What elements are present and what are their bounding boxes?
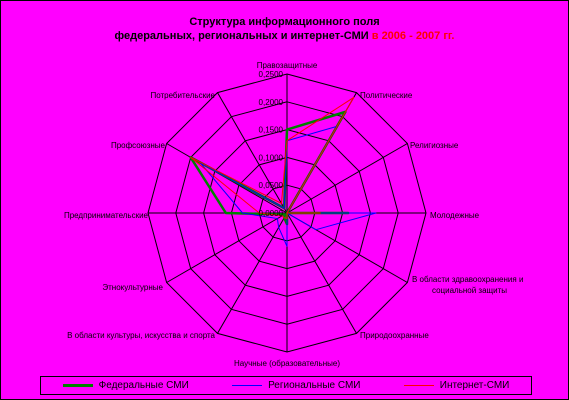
legend-label: Интернет-СМИ xyxy=(439,380,510,391)
tick-label: 0,2500 xyxy=(259,70,284,79)
tick-label: 0,1500 xyxy=(259,126,284,135)
title-line-2: федеральных, региональных и интернет-СМИ… xyxy=(0,29,569,43)
legend-swatch xyxy=(403,385,434,386)
legend-item-2: Региональные СМИ xyxy=(232,380,360,391)
category-label: Природоохранные xyxy=(360,331,429,340)
tick-label: 0,0000 xyxy=(259,209,284,218)
axis-spoke xyxy=(166,212,288,283)
legend-swatch xyxy=(62,384,93,387)
category-label: В области здравоохранения и социальной за… xyxy=(412,275,523,295)
category-label: Потребительские xyxy=(150,91,215,100)
tick-label: 0,1000 xyxy=(259,153,284,162)
category-label: Политические xyxy=(360,91,413,100)
category-label: Предпринимательские xyxy=(64,211,149,220)
category-label: В области культуры, искусства и спорта xyxy=(67,331,215,340)
tick-label: 0,0500 xyxy=(259,181,284,190)
title-line-1: Структура информационного поля xyxy=(189,16,380,28)
category-label: Молодежные xyxy=(430,211,480,220)
legend-item-1: Федеральные СМИ xyxy=(62,380,189,391)
axis-spoke xyxy=(217,92,288,214)
chart-title: Структура информационного поля федеральн… xyxy=(0,15,569,43)
legend-label: Федеральные СМИ xyxy=(98,380,189,391)
legend-item-3: Интернет-СМИ xyxy=(403,380,510,391)
axis-spoke xyxy=(286,143,408,214)
legend: Федеральные СМИ Региональные СМИ Интернет-… xyxy=(40,376,532,395)
series-line-3 xyxy=(190,96,355,220)
category-label: Научные (образовательные) xyxy=(234,359,340,368)
title-line-2-highlight: в 2006 - 2007 гг. xyxy=(371,30,455,42)
axis-spoke xyxy=(286,212,357,334)
category-label: Религиозные xyxy=(410,141,459,150)
legend-swatch xyxy=(232,385,263,386)
title-line-2-main: федеральных, региональных и интернет-СМИ xyxy=(114,30,369,42)
axis-spoke xyxy=(217,212,288,334)
legend-label: Региональные СМИ xyxy=(268,380,361,391)
category-label: Профсоюзные xyxy=(111,141,166,150)
tick-label: 0,2000 xyxy=(259,98,284,107)
category-label: Этнокультурные xyxy=(102,283,163,292)
category-label: Правозащитные xyxy=(257,61,318,70)
